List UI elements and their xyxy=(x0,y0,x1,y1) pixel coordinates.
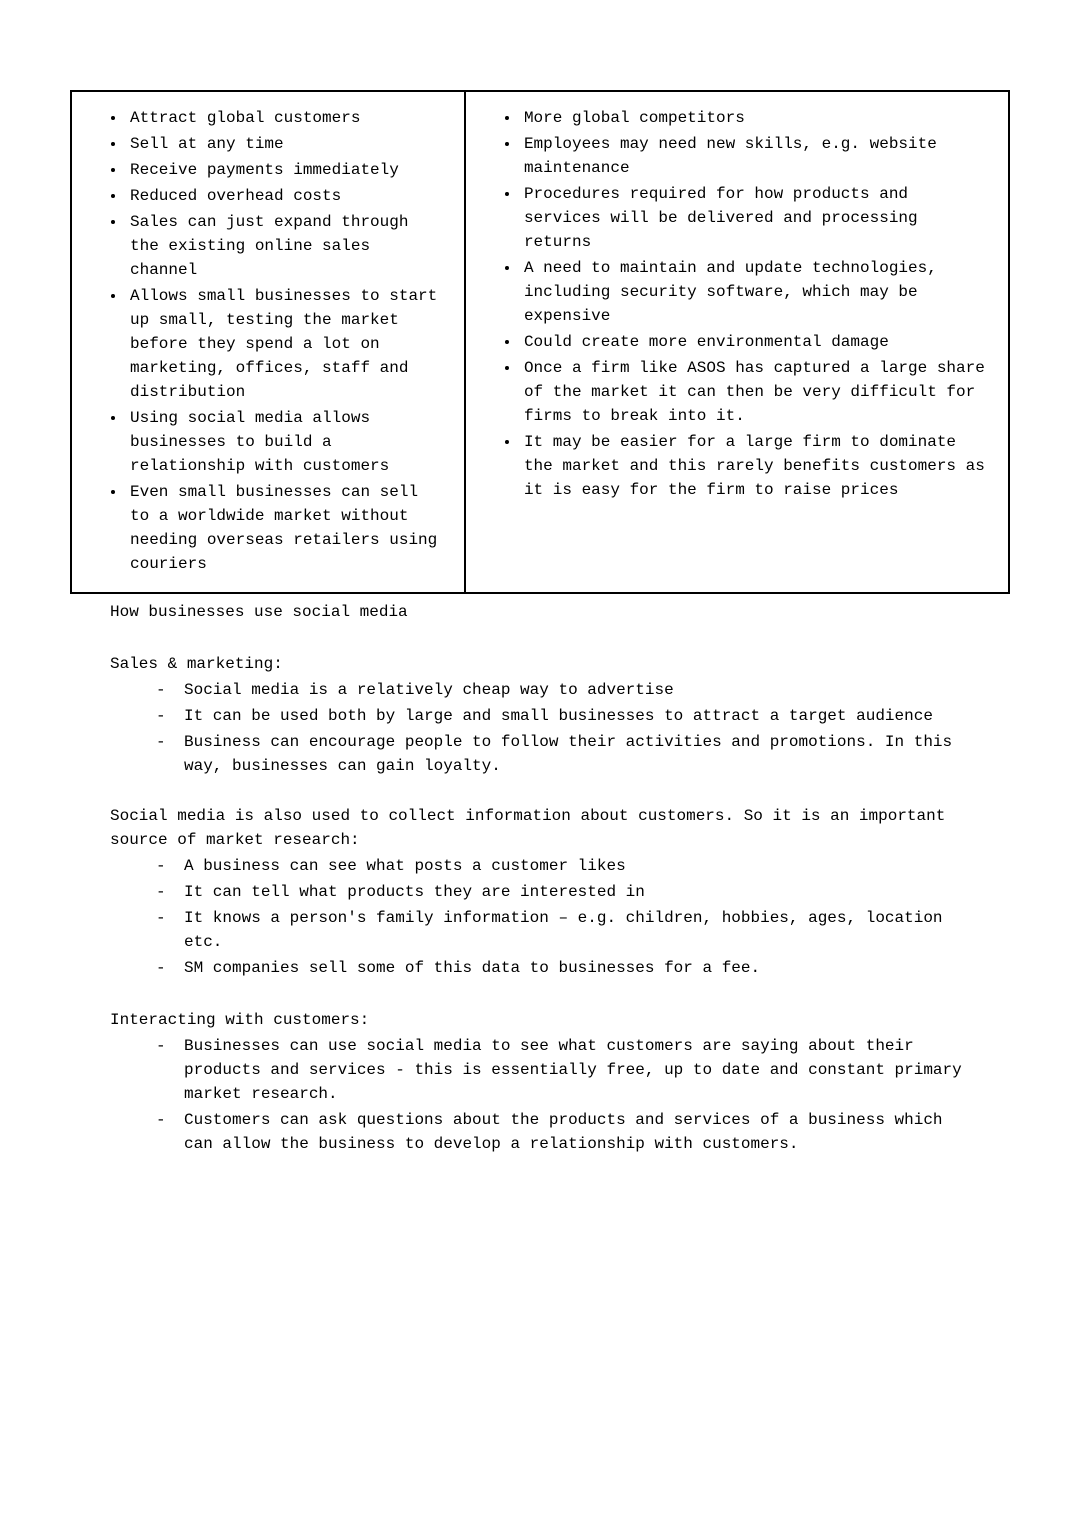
list-item: A need to maintain and update technologi… xyxy=(520,256,990,330)
list-item: Business can encourage people to follow … xyxy=(156,730,970,778)
list-item: Social media is a relatively cheap way t… xyxy=(156,678,970,702)
interacting-list: Businesses can use social media to see w… xyxy=(110,1034,970,1156)
table-cell-left: Attract global customers Sell at any tim… xyxy=(71,91,465,593)
list-item: It knows a person's family information –… xyxy=(156,906,970,954)
list-item: SM companies sell some of this data to b… xyxy=(156,956,970,980)
list-item: Receive payments immediately xyxy=(126,158,446,184)
list-item: Attract global customers xyxy=(126,106,446,132)
list-item: Using social media allows businesses to … xyxy=(126,406,446,480)
list-item: Even small businesses can sell to a worl… xyxy=(126,480,446,578)
advantages-list: Attract global customers Sell at any tim… xyxy=(90,106,446,578)
body-text: How businesses use social media Sales & … xyxy=(70,600,1010,1156)
list-item: It can be used both by large and small b… xyxy=(156,704,970,728)
list-item: Sell at any time xyxy=(126,132,446,158)
list-item: It may be easier for a large firm to dom… xyxy=(520,430,990,504)
list-item: It can tell what products they are inter… xyxy=(156,880,970,904)
market-research-intro: Social media is also used to collect inf… xyxy=(110,804,970,852)
table-cell-right: More global competitors Employees may ne… xyxy=(465,91,1009,593)
list-item: Procedures required for how products and… xyxy=(520,182,990,256)
list-item: Employees may need new skills, e.g. webs… xyxy=(520,132,990,182)
document-page: Attract global customers Sell at any tim… xyxy=(0,0,1080,1525)
list-item: Could create more environmental damage xyxy=(520,330,990,356)
list-item: Once a firm like ASOS has captured a lar… xyxy=(520,356,990,430)
comparison-table: Attract global customers Sell at any tim… xyxy=(70,90,1010,594)
disadvantages-list: More global competitors Employees may ne… xyxy=(484,106,990,504)
sales-marketing-list: Social media is a relatively cheap way t… xyxy=(110,678,970,778)
section-title: How businesses use social media xyxy=(110,600,970,624)
list-item: Customers can ask questions about the pr… xyxy=(156,1108,970,1156)
sales-marketing-heading: Sales & marketing: xyxy=(110,652,970,676)
list-item: Reduced overhead costs xyxy=(126,184,446,210)
list-item: More global competitors xyxy=(520,106,990,132)
list-item: A business can see what posts a customer… xyxy=(156,854,970,878)
list-item: Sales can just expand through the existi… xyxy=(126,210,446,284)
market-research-list: A business can see what posts a customer… xyxy=(110,854,970,980)
list-item: Businesses can use social media to see w… xyxy=(156,1034,970,1106)
interacting-heading: Interacting with customers: xyxy=(110,1008,970,1032)
list-item: Allows small businesses to start up smal… xyxy=(126,284,446,406)
